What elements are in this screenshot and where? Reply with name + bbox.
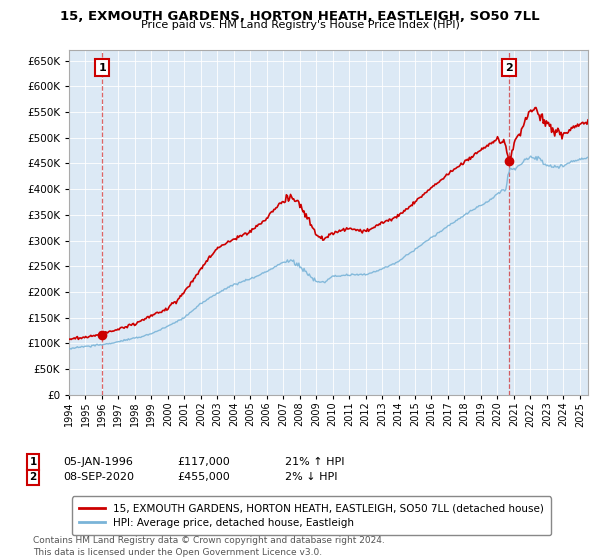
Text: 15, EXMOUTH GARDENS, HORTON HEATH, EASTLEIGH, SO50 7LL: 15, EXMOUTH GARDENS, HORTON HEATH, EASTL… (60, 10, 540, 22)
Text: Contains HM Land Registry data © Crown copyright and database right 2024.
This d: Contains HM Land Registry data © Crown c… (33, 536, 385, 557)
Text: 2: 2 (29, 472, 37, 482)
Text: Price paid vs. HM Land Registry's House Price Index (HPI): Price paid vs. HM Land Registry's House … (140, 20, 460, 30)
Text: 2% ↓ HPI: 2% ↓ HPI (285, 472, 337, 482)
Legend: 15, EXMOUTH GARDENS, HORTON HEATH, EASTLEIGH, SO50 7LL (detached house), HPI: Av: 15, EXMOUTH GARDENS, HORTON HEATH, EASTL… (71, 497, 551, 535)
Text: 1: 1 (29, 457, 37, 467)
Text: £455,000: £455,000 (177, 472, 230, 482)
Text: 1: 1 (98, 63, 106, 73)
Text: 08-SEP-2020: 08-SEP-2020 (63, 472, 134, 482)
Text: 05-JAN-1996: 05-JAN-1996 (63, 457, 133, 467)
Text: 21% ↑ HPI: 21% ↑ HPI (285, 457, 344, 467)
Text: 2: 2 (505, 63, 512, 73)
Text: £117,000: £117,000 (177, 457, 230, 467)
